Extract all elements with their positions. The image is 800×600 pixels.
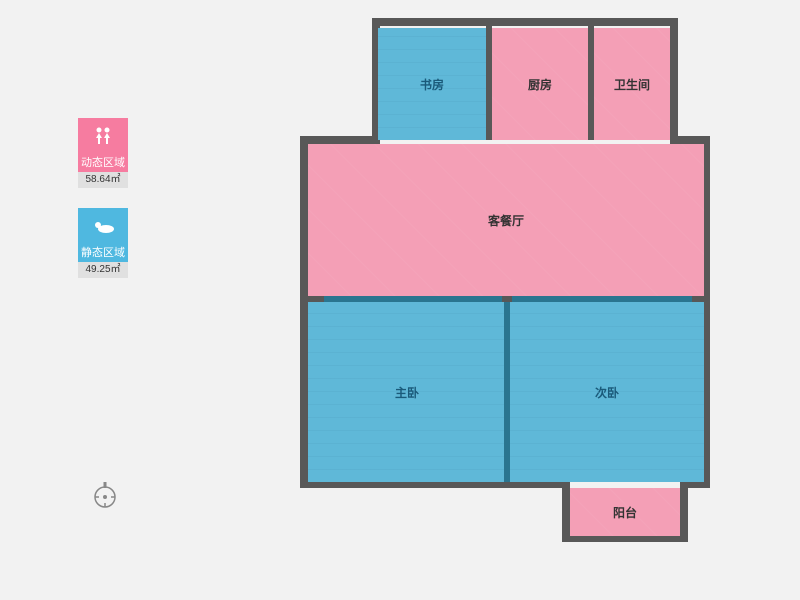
balcony-label: 阳台 (613, 504, 637, 521)
room-second: 次卧 (510, 302, 704, 482)
wall (680, 480, 688, 540)
kitchen-label: 厨房 (528, 76, 552, 93)
room-bathroom: 卫生间 (594, 28, 670, 140)
wall (372, 18, 678, 26)
room-study: 书房 (378, 28, 486, 140)
dynamic-value: 58.64㎡ (78, 172, 128, 188)
bathroom-label: 卫生间 (614, 76, 650, 93)
room-balcony: 阳台 (570, 488, 680, 536)
static-value: 49.25㎡ (78, 262, 128, 278)
legend-panel: 动态区域 58.64㎡ 静态区域 49.25㎡ (78, 118, 128, 298)
static-label: 静态区域 (78, 244, 128, 262)
dynamic-label: 动态区域 (78, 154, 128, 172)
room-living: 客餐厅 (308, 144, 704, 296)
room-master: 主卧 (308, 302, 506, 482)
static-icon (78, 208, 128, 244)
wall (670, 18, 678, 144)
wall (562, 480, 570, 540)
legend-static: 静态区域 49.25㎡ (78, 208, 128, 278)
floorplan: 书房 厨房 卫生间 客餐厅 主卧 次卧 阳台 (300, 18, 720, 558)
room-kitchen: 厨房 (492, 28, 588, 140)
legend-dynamic: 动态区域 58.64㎡ (78, 118, 128, 188)
compass-icon (90, 480, 120, 510)
edge (512, 296, 692, 302)
edge (324, 296, 502, 302)
living-label: 客餐厅 (488, 212, 524, 229)
master-label: 主卧 (395, 384, 419, 401)
wall (300, 136, 380, 144)
wall (670, 136, 710, 144)
wall (300, 136, 308, 488)
dynamic-icon (78, 118, 128, 154)
edge (504, 302, 510, 482)
second-label: 次卧 (595, 384, 619, 401)
study-label: 书房 (420, 76, 444, 93)
